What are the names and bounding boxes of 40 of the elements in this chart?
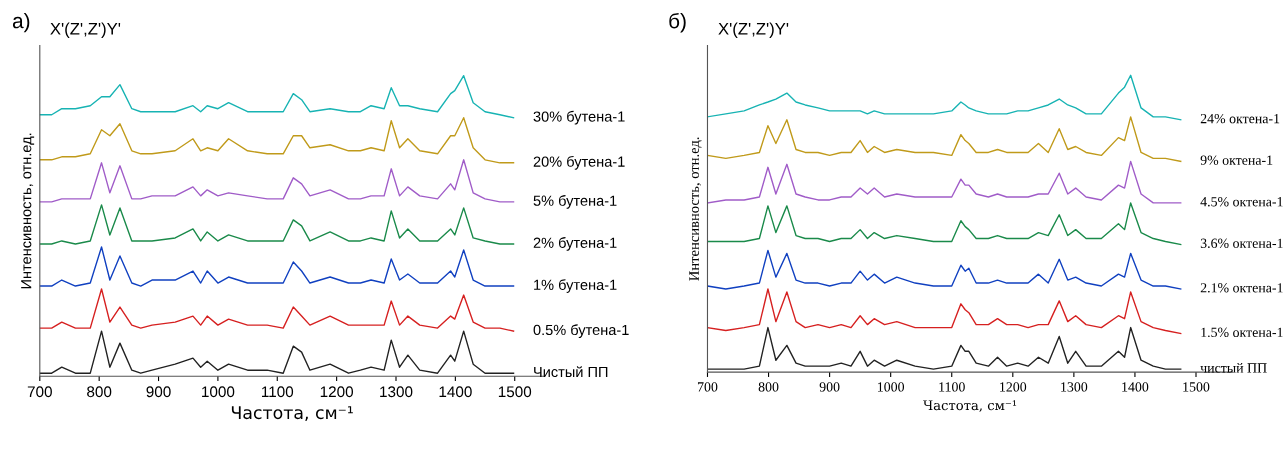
chart-title: X'(Z',Z')Y' xyxy=(718,22,789,38)
x-tick-label: 1400 xyxy=(439,386,472,398)
x-tick-label: 1300 xyxy=(380,386,413,398)
x-tick-label: 1200 xyxy=(1000,382,1027,392)
x-axis-title: Частота, см⁻¹ xyxy=(923,400,1017,412)
y-axis-title: Интенсивность, отн.ед. xyxy=(21,133,35,289)
x-tick-label: 1500 xyxy=(498,386,532,398)
series-label: 1.5% октена-1 xyxy=(1201,327,1283,338)
y-axis-title: Интенсивность, отн.ед. xyxy=(689,137,702,281)
x-axis-title: Частота, см⁻¹ xyxy=(231,406,353,421)
series-label: 20% бутена-1 xyxy=(533,155,625,170)
x-tick-label: 900 xyxy=(146,386,171,398)
series-label: чистый ПП xyxy=(1200,362,1267,373)
x-tick-label: 1000 xyxy=(878,382,905,392)
x-tick-label: 1400 xyxy=(1122,382,1149,392)
x-tick-label: 900 xyxy=(819,382,840,392)
series-label: Чистый ПП xyxy=(534,366,608,378)
series-label: 4.5% октена-1 xyxy=(1200,197,1283,207)
x-tick-label: 1300 xyxy=(1061,382,1088,392)
series-label: 30% бутена-1 xyxy=(533,110,625,125)
x-tick-label: 1000 xyxy=(202,386,235,398)
x-tick-label: 1100 xyxy=(262,386,294,398)
chart-title: X'(Z',Z')Y' xyxy=(50,22,121,38)
series-label: 9% октена-1 xyxy=(1200,155,1273,165)
series-label: 1% бутена-1 xyxy=(534,279,617,293)
x-tick-label: 1500 xyxy=(1183,382,1210,392)
series-label: 0.5% бутена-1 xyxy=(533,324,629,338)
x-tick-label: 1200 xyxy=(320,386,354,398)
x-tick-label: 800 xyxy=(758,382,779,392)
x-tick-label: 800 xyxy=(87,386,112,398)
text: б) xyxy=(669,12,686,33)
series-label: 3.6% октена-1 xyxy=(1200,238,1283,248)
x-tick-label: 1100 xyxy=(939,382,965,392)
text: a) xyxy=(12,12,30,33)
x-tick-label: 700 xyxy=(27,386,52,398)
series-label: 2.1% октена-1 xyxy=(1200,283,1283,293)
series-label: 2% бутена-1 xyxy=(533,237,617,251)
series-label: 5% бутена-1 xyxy=(533,195,617,209)
series-label: 24% октена-1 xyxy=(1200,113,1280,124)
x-tick-label: 700 xyxy=(697,382,718,392)
